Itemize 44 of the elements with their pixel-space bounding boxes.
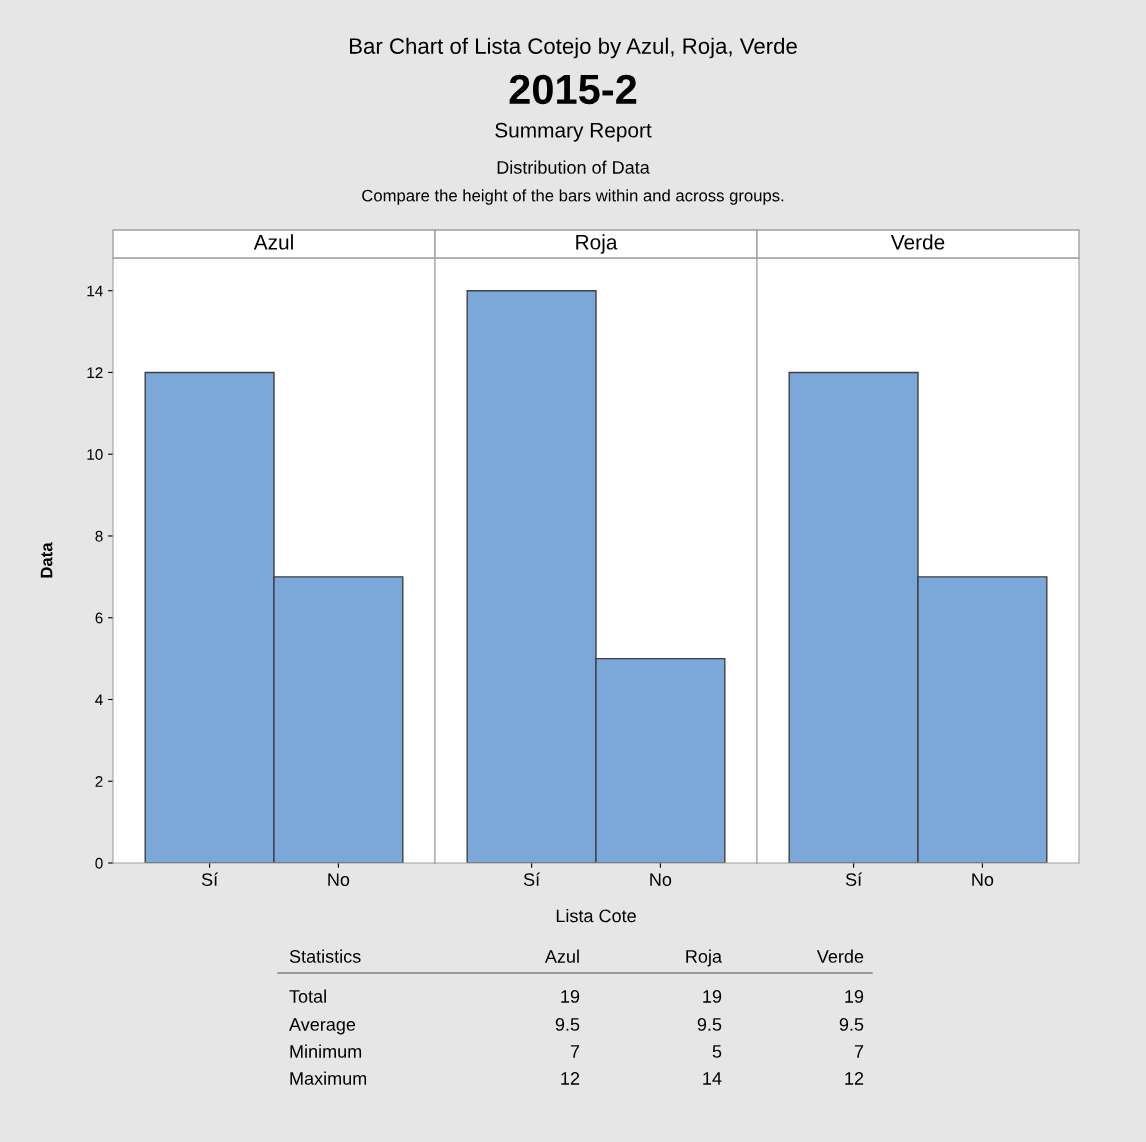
y-tick-label: 4 [95,694,103,706]
text: Summary Report [495,122,652,142]
text: 7 [854,1045,864,1058]
y-tick-label: 14 [87,285,103,297]
text: Average [289,1018,356,1035]
text: 19 [845,990,864,1003]
text: 5 [712,1045,722,1058]
text: Bar Chart of Lista Cotejo by Azul, Roja, Verde [350,37,797,59]
text: Distribution of Data [497,160,650,174]
x-tick-label: Sí [845,872,863,886]
text: Maximum [290,1071,367,1085]
x-tick-label: No [328,873,350,886]
x-tick-label: Sí [523,872,541,886]
chart-title: Verde [890,234,945,250]
text: Total [289,989,326,1003]
y-tick-label: 8 [95,530,103,542]
y-axis-title: Data [40,542,53,578]
text: 19 [703,990,722,1003]
text: 19 [561,990,580,1003]
y-tick-label: 2 [95,776,103,787]
chart-title: Roja [576,234,618,254]
text: Verde [816,949,864,963]
y-tick-label: 6 [95,612,103,624]
x-tick-label: No [972,873,994,886]
text: 9.5 [555,1018,580,1031]
text: Compare the height of the bars within and across groups. [362,189,784,205]
text: Roja [686,949,722,967]
text: Minimum [290,1044,362,1058]
chart-title: Azul [253,234,293,250]
y-tick-label: 12 [87,367,103,378]
text: 12 [561,1072,580,1085]
text: 7 [570,1045,580,1058]
text: 9.5 [839,1018,864,1031]
text: 14 [703,1072,722,1085]
x-axis-title: Lista Cote [556,909,636,923]
text: 12 [845,1072,864,1085]
x-tick-label: No [650,873,672,886]
text: Statistics [289,949,361,963]
text: 2015-2 [509,74,637,105]
text: 9.5 [697,1018,722,1031]
x-tick-label: Sí [201,872,219,886]
text: Azul [544,949,579,963]
y-tick-label: 10 [87,449,103,460]
y-tick-label: 0 [95,857,103,869]
